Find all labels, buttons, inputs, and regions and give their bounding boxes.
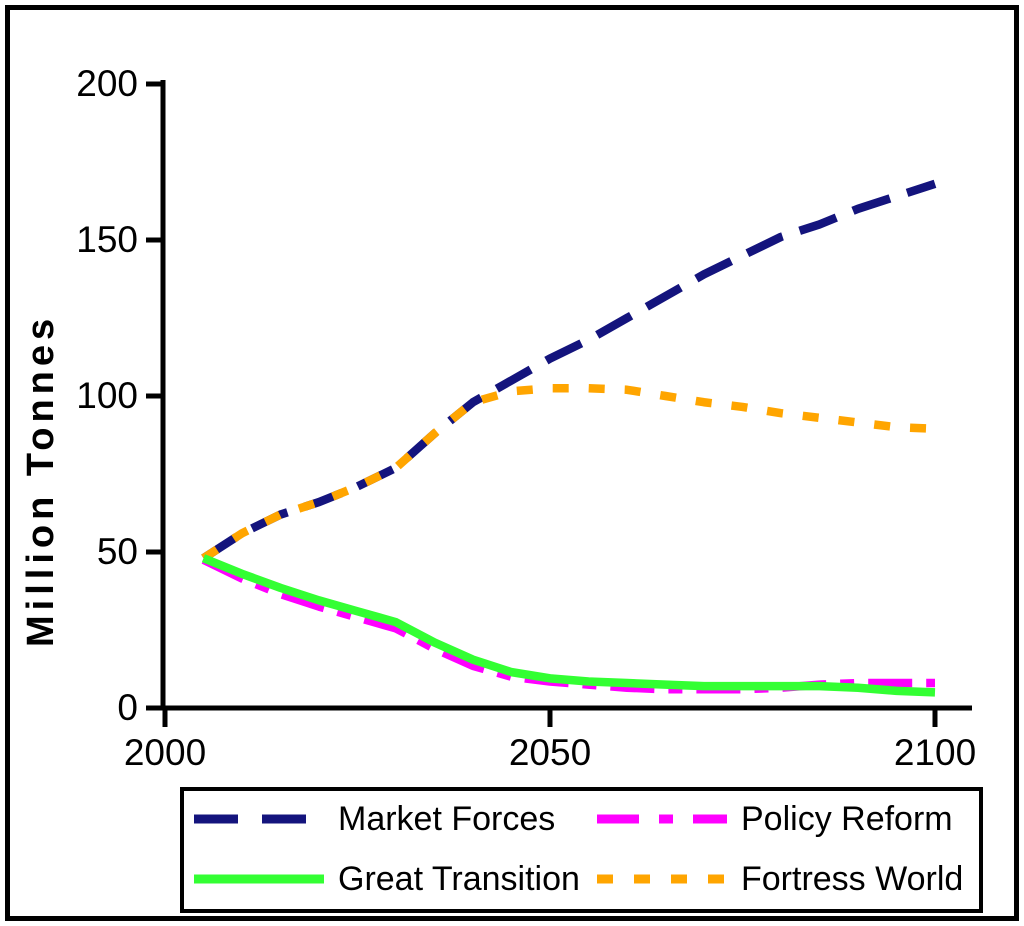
legend-item-great-transition: Great Transition <box>194 860 580 898</box>
legend-item-policy-reform: Policy Reform <box>597 800 953 838</box>
series-line-great-transition <box>201 554 936 697</box>
great-transition-line-icon <box>194 874 324 884</box>
figure-frame <box>5 5 1019 921</box>
series-line-policy-reform <box>201 555 935 694</box>
legend-item-fortress-world: Fortress World <box>597 860 963 898</box>
series-line-market-forces <box>201 179 937 562</box>
legend-label-fortress-world: Fortress World <box>741 859 964 898</box>
legend: Market Forces Policy Reform Great Transi… <box>180 787 983 913</box>
market-forces-line-icon <box>194 814 324 824</box>
fortress-world-line-icon <box>597 874 727 884</box>
legend-label-great-transition: Great Transition <box>338 859 580 898</box>
legend-item-market-forces: Market Forces <box>194 800 555 838</box>
policy-reform-line-icon <box>597 814 727 824</box>
series-line-fortress-world <box>201 383 936 562</box>
legend-label-policy-reform: Policy Reform <box>741 799 953 838</box>
legend-label-market-forces: Market Forces <box>338 799 556 838</box>
y-axis-title: Million Tonnes <box>20 313 62 647</box>
